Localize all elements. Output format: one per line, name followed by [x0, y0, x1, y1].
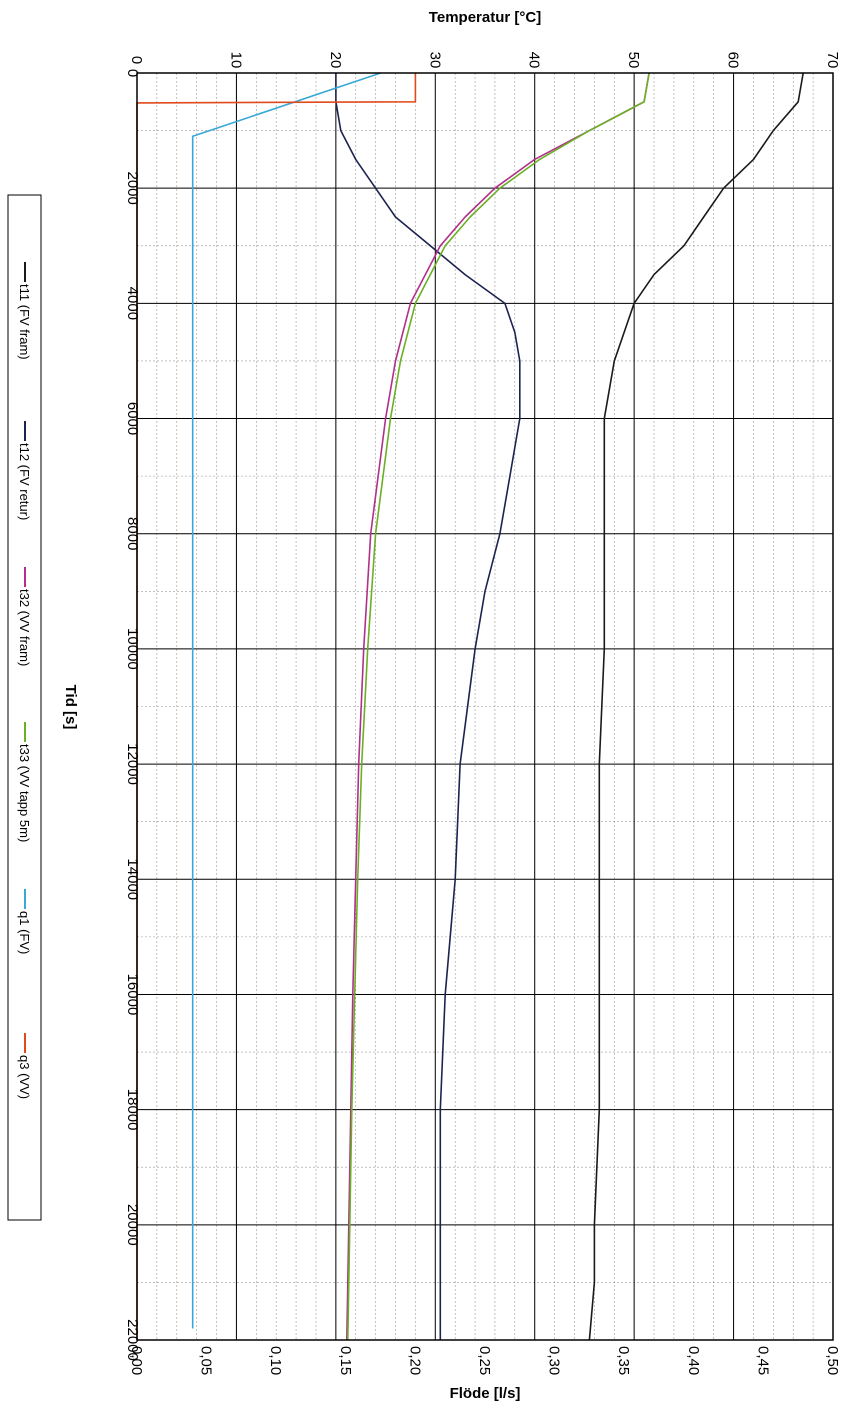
temp-tick-label: 60	[725, 52, 742, 69]
flow-tick-label: 0,15	[337, 1346, 354, 1375]
time-tick-label: 2000	[124, 171, 141, 204]
temp-axis-title: Temperatur [°C]	[429, 9, 541, 26]
legend: t11 (FV fram) t12 (FV retur) t32 (VV fram)…	[7, 194, 42, 1221]
flow-tick-label: 0,00	[128, 1346, 145, 1375]
time-tick-label: 20000	[124, 1204, 141, 1246]
legend-label: q1 (FV)	[17, 911, 32, 954]
time-tick-label: 12000	[124, 743, 141, 785]
flow-tick-label: 0,30	[546, 1346, 563, 1375]
flow-tick-label: 0,45	[754, 1346, 771, 1375]
time-tick-label: 0	[124, 69, 141, 77]
flow-tick-label: 0,35	[615, 1346, 632, 1375]
temp-tick-label: 30	[426, 52, 443, 69]
legend-label: t33 (VV tapp 5m)	[17, 744, 32, 842]
x-axis-title: Tid [s]	[62, 685, 79, 730]
temp-tick-label: 70	[824, 52, 841, 69]
time-tick-label: 18000	[124, 1089, 141, 1131]
flow-tick-label: 0,05	[198, 1346, 215, 1375]
temp-tick-label: 50	[625, 52, 642, 69]
series-line-4	[191, 72, 381, 1329]
legend-label: t11 (FV fram)	[17, 284, 32, 360]
series-line-3	[347, 72, 650, 1341]
temp-tick-label: 40	[526, 52, 543, 69]
legend-label: t32 (VV fram)	[17, 589, 32, 666]
plot-frame	[136, 72, 834, 1341]
time-tick-label: 14000	[124, 858, 141, 900]
legend-label: t12 (FV retur)	[17, 443, 32, 520]
flow-axis-title: Flöde [l/s]	[450, 1385, 521, 1402]
flow-tick-label: 0,50	[824, 1346, 841, 1375]
flow-tick-label: 0,40	[685, 1346, 702, 1375]
flow-tick-label: 0,25	[476, 1346, 493, 1375]
series-line-2	[346, 72, 650, 1341]
legend-label: q3 (VV)	[17, 1055, 32, 1099]
series-line-0	[588, 72, 804, 1341]
legend-items: t11 (FV fram) t12 (FV retur) t32 (VV fram)…	[17, 262, 32, 1099]
flow-tick-label: 0,20	[406, 1346, 423, 1375]
temp-tick-label: 10	[227, 52, 244, 69]
time-tick-label: 4000	[124, 287, 141, 320]
temp-tick-label: 20	[327, 52, 344, 69]
time-tick-label: 22000	[124, 1319, 141, 1361]
flow-tick-label: 0,10	[267, 1346, 284, 1375]
time-tick-label: 6000	[124, 402, 141, 435]
series-line-1	[335, 73, 521, 1340]
time-tick-label: 8000	[124, 517, 141, 550]
time-tick-label: 10000	[124, 628, 141, 670]
temp-tick-label: 0	[128, 56, 145, 64]
ticks: 0 10 20 30 40 50 60 70 0,00 0,05 0,10 0,15 0,20 0,25 0…	[124, 52, 841, 1376]
time-tick-label: 16000	[124, 974, 141, 1016]
